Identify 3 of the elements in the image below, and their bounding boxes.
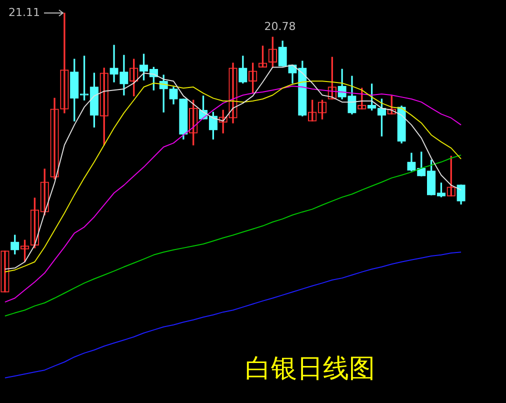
text: 白银日线图 (245, 354, 375, 384)
annotation: 21.11 (8, 6, 40, 19)
annotation: 20.78 (264, 20, 296, 33)
